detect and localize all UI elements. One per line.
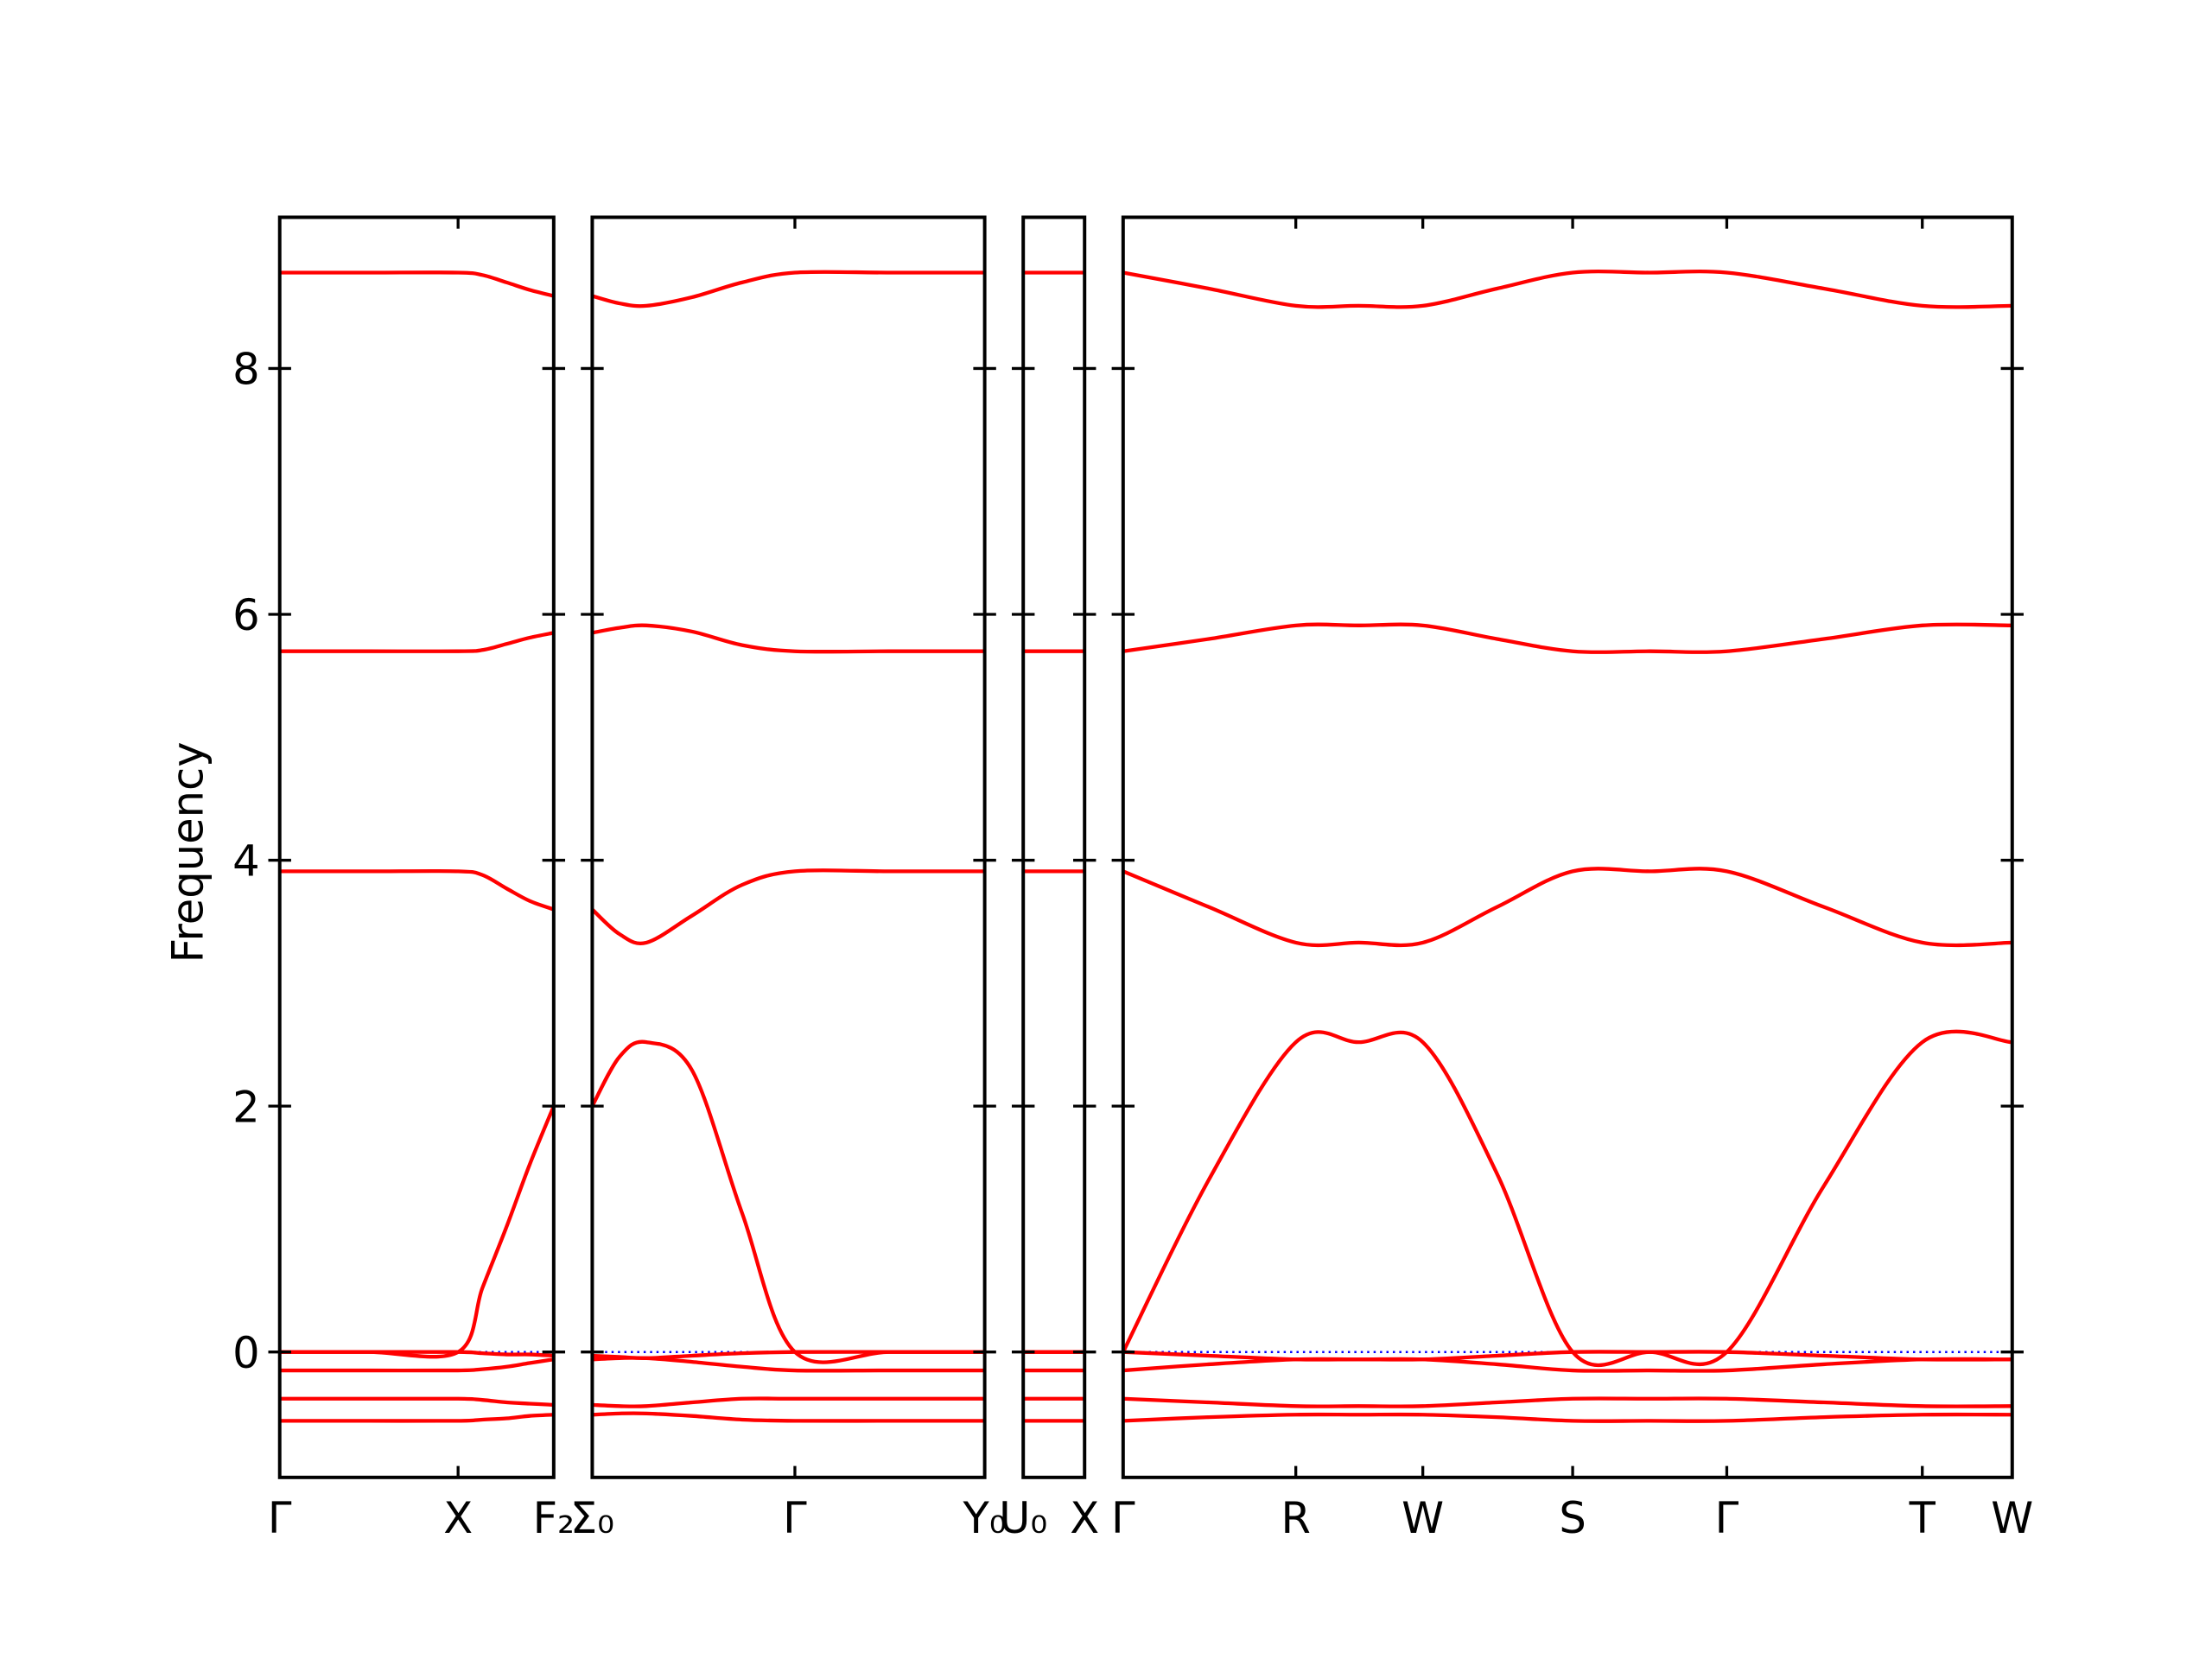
band-line [1122,1396,2012,1408]
x-tick-label: T [1909,1493,1936,1543]
y-axis-label: Frequency [163,741,213,963]
band-line [1121,1029,2012,1368]
band-line [1122,1350,2012,1362]
x-tick-label: W [1991,1493,2033,1543]
x-tick-label: Γ [1715,1493,1739,1543]
panel-frame [1021,215,1087,1479]
band-line [279,1350,554,1358]
x-tick-label: X [443,1493,473,1543]
x-tick-label: X [1070,1493,1099,1543]
x-tick-label: Σ₀ [570,1493,614,1543]
y-tick-label: 8 [232,345,260,395]
band-line [279,1396,554,1408]
band-line [592,1396,985,1408]
band-line [279,631,555,653]
x-tick-label: Γ [1111,1493,1135,1543]
band-line [1122,1357,2012,1373]
x-tick-label: Γ [268,1493,292,1543]
x-tick-label: F₂ [533,1493,575,1543]
y-tick-label: 6 [232,590,260,640]
panel-frame [590,215,987,1479]
x-tick-label: R [1281,1493,1310,1543]
band-line [279,1357,555,1373]
band-line [592,1411,985,1423]
x-tick-label: Γ [783,1493,807,1543]
x-tick-label: Y₀ [963,1493,1007,1543]
y-tick-label: 0 [232,1328,260,1378]
band-line [1122,1412,2012,1423]
band-line [590,868,985,945]
band-line [592,1356,985,1373]
x-tick-label: U₀ [999,1493,1047,1543]
band-line [591,270,985,308]
panel-frame [277,215,556,1479]
y-tick-label: 4 [232,836,260,887]
band-line [279,1105,556,1359]
panel-frame [1121,215,2014,1479]
band-line [1122,867,2012,948]
band-line [279,270,555,298]
x-tick-label: W [1402,1493,1444,1543]
x-tick-label: S [1559,1493,1586,1543]
band-line [592,623,985,654]
y-tick-label: 2 [232,1082,260,1132]
band-line [279,1413,554,1423]
band-line [590,1039,985,1364]
band-line [1122,269,2012,309]
band-line [279,868,555,912]
band-line [1122,622,2012,654]
